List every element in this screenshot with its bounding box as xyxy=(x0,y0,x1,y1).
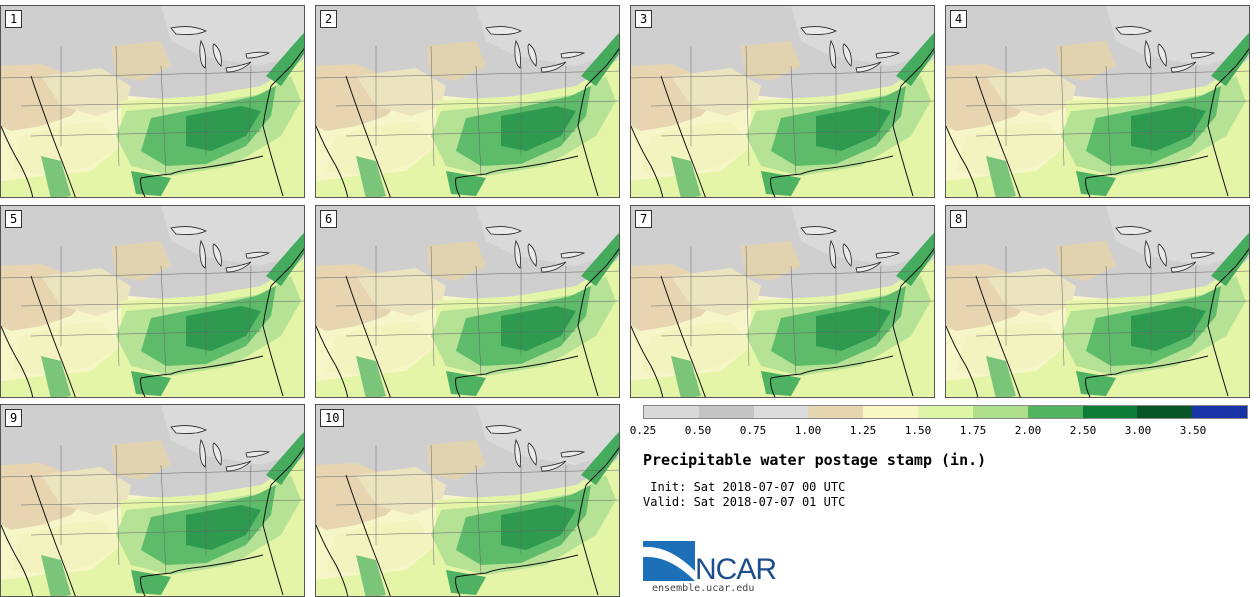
stamp-panel-8: 8 xyxy=(945,205,1250,398)
colorbar-tick-label: 0.50 xyxy=(684,424,712,437)
init-time: Init: Sat 2018-07-07 00 UTC xyxy=(643,480,846,494)
ncar-logo-text: NCAR xyxy=(695,553,777,586)
colorbar-swatch xyxy=(863,406,919,418)
colorbar-swatch xyxy=(644,406,699,418)
stamp-panel-4: 4 xyxy=(945,5,1250,198)
colorbar-swatch xyxy=(1082,406,1138,418)
stamp-label: 3 xyxy=(635,10,653,28)
colorbar xyxy=(643,405,1248,419)
site-url: ensemble.ucar.edu xyxy=(652,583,755,594)
stamp-label: 9 xyxy=(5,409,23,427)
stamp-panel-1: 1 xyxy=(0,5,305,198)
stamp-panel-10: 10 xyxy=(315,404,620,597)
colorbar-tick-label: 1.25 xyxy=(849,424,877,437)
valid-time: Valid: Sat 2018-07-07 01 UTC xyxy=(643,495,846,509)
stamp-label: 7 xyxy=(635,210,653,228)
colorbar-tick-label: 3.50 xyxy=(1179,424,1207,437)
colorbar-tick-label: 0.25 xyxy=(629,424,657,437)
stamp-label: 2 xyxy=(320,10,338,28)
stamp-label: 4 xyxy=(950,10,968,28)
colorbar-tick-label: 1.75 xyxy=(959,424,987,437)
colorbar-tick-label: 3.00 xyxy=(1124,424,1152,437)
stamp-panel-9: 9 xyxy=(0,404,305,597)
colorbar-swatch xyxy=(1137,406,1193,418)
ncar-logo-icon xyxy=(643,541,695,581)
stamp-panel-3: 3 xyxy=(630,5,935,198)
stamp-label: 1 xyxy=(5,10,23,28)
colorbar-swatch xyxy=(808,406,864,418)
colorbar-tick-label: 0.75 xyxy=(739,424,767,437)
stamp-panel-7: 7 xyxy=(630,205,935,398)
colorbar-tick-label: 1.50 xyxy=(904,424,932,437)
stamp-panel-2: 2 xyxy=(315,5,620,198)
colorbar-swatch xyxy=(918,406,973,418)
stamp-label: 5 xyxy=(5,210,23,228)
stamp-label: 8 xyxy=(950,210,968,228)
colorbar-tick-label: 1.00 xyxy=(794,424,822,437)
stamp-label: 6 xyxy=(320,210,338,228)
colorbar-swatch xyxy=(1027,406,1083,418)
figure-title: Precipitable water postage stamp (in.) xyxy=(643,451,987,469)
stamp-panel-6: 6 xyxy=(315,205,620,398)
colorbar-swatch xyxy=(698,406,754,418)
colorbar-swatch xyxy=(972,406,1028,418)
colorbar-swatch xyxy=(753,406,809,418)
colorbar-swatch xyxy=(1192,406,1247,418)
colorbar-tick-label: 2.00 xyxy=(1014,424,1042,437)
stamp-label: 10 xyxy=(320,409,345,427)
colorbar-tick-label: 2.50 xyxy=(1069,424,1097,437)
stamp-panel-5: 5 xyxy=(0,205,305,398)
